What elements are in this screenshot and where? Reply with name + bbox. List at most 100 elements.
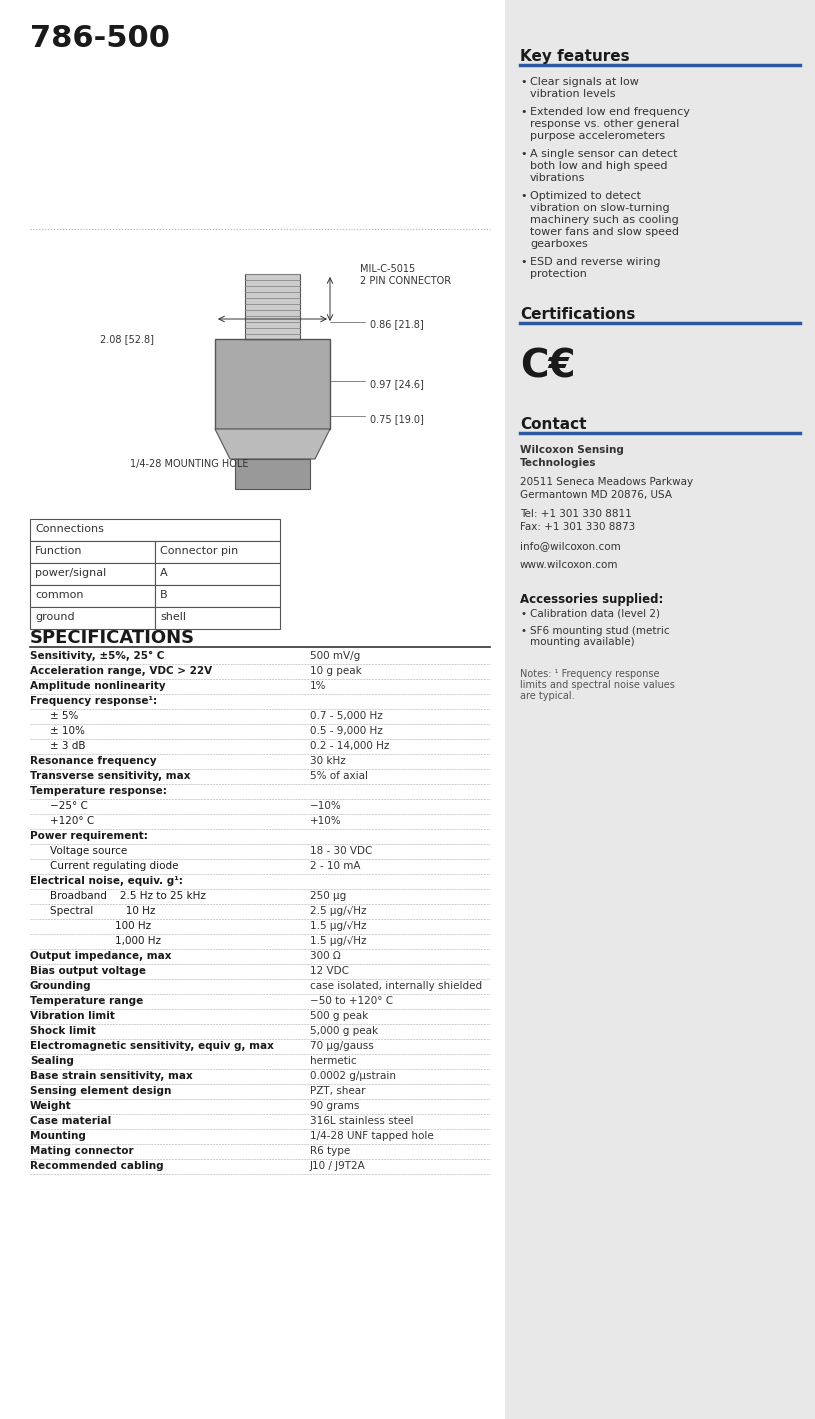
Text: Resonance frequency: Resonance frequency [30, 756, 156, 766]
Text: Electrical noise, equiv. g¹:: Electrical noise, equiv. g¹: [30, 876, 183, 885]
Text: Bias output voltage: Bias output voltage [30, 966, 146, 976]
Text: Wilcoxon Sensing: Wilcoxon Sensing [520, 446, 623, 455]
Text: •: • [520, 149, 526, 159]
Text: Transverse sensitivity, max: Transverse sensitivity, max [30, 771, 191, 780]
Text: common: common [35, 590, 83, 600]
Text: •: • [520, 609, 526, 619]
Text: power/signal: power/signal [35, 568, 106, 578]
Text: •: • [520, 626, 526, 636]
Text: −10%: −10% [310, 800, 341, 812]
Text: Electromagnetic sensitivity, equiv g, max: Electromagnetic sensitivity, equiv g, ma… [30, 1042, 274, 1051]
Bar [30, 519, 280, 541]
Text: A: A [160, 568, 168, 578]
Text: 20511 Seneca Meadows Parkway: 20511 Seneca Meadows Parkway [520, 477, 693, 487]
Text: Grounding: Grounding [30, 981, 91, 990]
Text: Mounting: Mounting [30, 1131, 86, 1141]
Text: +120° C: +120° C [50, 816, 95, 826]
Text: machinery such as cooling: machinery such as cooling [530, 216, 679, 226]
Text: 90 grams: 90 grams [310, 1101, 359, 1111]
Text: purpose accelerometers: purpose accelerometers [530, 131, 665, 140]
Text: C€: C€ [520, 348, 575, 385]
Text: 316L stainless steel: 316L stainless steel [310, 1115, 413, 1127]
Text: 1.5 µg/√Hz: 1.5 µg/√Hz [310, 937, 367, 946]
Text: 1.5 µg/√Hz: 1.5 µg/√Hz [310, 921, 367, 931]
Text: limits and spectral noise values: limits and spectral noise values [520, 680, 675, 690]
Text: Broadband    2.5 Hz to 25 kHz: Broadband 2.5 Hz to 25 kHz [50, 891, 206, 901]
Text: www.wilcoxon.com: www.wilcoxon.com [520, 561, 619, 570]
Text: 0.5 - 9,000 Hz: 0.5 - 9,000 Hz [310, 727, 383, 736]
Text: Connections: Connections [35, 524, 104, 534]
Text: 18 - 30 VDC: 18 - 30 VDC [310, 846, 372, 856]
Text: 1%: 1% [310, 681, 327, 691]
Text: Calibration data (level 2): Calibration data (level 2) [530, 609, 660, 619]
Text: Sensing element design: Sensing element design [30, 1086, 171, 1095]
Text: 10 g peak: 10 g peak [310, 666, 362, 675]
Bar [235, 458, 310, 490]
Text: Optimized to detect: Optimized to detect [530, 192, 641, 201]
Text: MIL-C-5015: MIL-C-5015 [360, 264, 416, 274]
Text: protection: protection [530, 270, 587, 280]
Bar [30, 607, 155, 629]
Text: Fax: +1 301 330 8873: Fax: +1 301 330 8873 [520, 522, 635, 532]
Text: 500 mV/g: 500 mV/g [310, 651, 360, 661]
Text: 2.5 µg/√Hz: 2.5 µg/√Hz [310, 905, 367, 917]
Text: Contact: Contact [520, 417, 587, 431]
Text: mounting available): mounting available) [530, 637, 635, 647]
Text: 0.86 [21.8]: 0.86 [21.8] [370, 319, 424, 329]
Text: A single sensor can detect: A single sensor can detect [530, 149, 677, 159]
Text: Mating connector: Mating connector [30, 1147, 134, 1156]
Text: Amplitude nonlinearity: Amplitude nonlinearity [30, 681, 165, 691]
Text: 5% of axial: 5% of axial [310, 771, 368, 780]
Text: Certifications: Certifications [520, 307, 636, 322]
Text: 2 - 10 mA: 2 - 10 mA [310, 861, 360, 871]
Text: hermetic: hermetic [310, 1056, 357, 1066]
Bar [155, 541, 280, 563]
Text: ESD and reverse wiring: ESD and reverse wiring [530, 257, 660, 267]
Text: Extended low end frequency: Extended low end frequency [530, 106, 690, 116]
Text: Temperature response:: Temperature response: [30, 786, 167, 796]
Text: Shock limit: Shock limit [30, 1026, 95, 1036]
Text: Germantown MD 20876, USA: Germantown MD 20876, USA [520, 490, 672, 499]
Bar [30, 541, 155, 563]
Text: Sensitivity, ±5%, 25° C: Sensitivity, ±5%, 25° C [30, 651, 165, 661]
Text: 12 VDC: 12 VDC [310, 966, 349, 976]
Text: 1,000 Hz: 1,000 Hz [50, 937, 161, 946]
Text: R6 type: R6 type [310, 1147, 350, 1156]
Text: 5,000 g peak: 5,000 g peak [310, 1026, 378, 1036]
Text: Key features: Key features [520, 50, 630, 64]
Text: both low and high speed: both low and high speed [530, 160, 667, 172]
Bar [155, 585, 280, 607]
Text: Acceleration range, VDC > 22V: Acceleration range, VDC > 22V [30, 666, 212, 675]
Text: +10%: +10% [310, 816, 341, 826]
Text: Base strain sensitivity, max: Base strain sensitivity, max [30, 1071, 193, 1081]
Text: Vibration limit: Vibration limit [30, 1010, 115, 1022]
Text: −50 to +120° C: −50 to +120° C [310, 996, 393, 1006]
Bar [30, 563, 155, 585]
FancyBboxPatch shape [505, 0, 815, 1419]
Text: Technologies: Technologies [520, 458, 597, 468]
Text: SF6 mounting stud (metric: SF6 mounting stud (metric [530, 626, 670, 636]
Text: •: • [520, 192, 526, 201]
Text: Accessories supplied:: Accessories supplied: [520, 593, 663, 606]
Text: 1/4-28 UNF tapped hole: 1/4-28 UNF tapped hole [310, 1131, 434, 1141]
Text: •: • [520, 77, 526, 87]
Bar [155, 563, 280, 585]
Text: 0.7 - 5,000 Hz: 0.7 - 5,000 Hz [310, 711, 383, 721]
Text: Temperature range: Temperature range [30, 996, 143, 1006]
Text: 300 Ω: 300 Ω [310, 951, 341, 961]
Text: Recommended cabling: Recommended cabling [30, 1161, 164, 1171]
Text: −25° C: −25° C [50, 800, 88, 812]
Text: Notes: ¹ Frequency response: Notes: ¹ Frequency response [520, 668, 659, 680]
Text: 100 Hz: 100 Hz [50, 921, 151, 931]
Text: Function: Function [35, 546, 82, 556]
Text: gearboxes: gearboxes [530, 238, 588, 248]
Bar [30, 585, 155, 607]
Bar [245, 274, 300, 339]
Text: Voltage source: Voltage source [50, 846, 127, 856]
Text: •: • [520, 106, 526, 116]
Text: ± 3 dB: ± 3 dB [50, 741, 86, 751]
Text: tower fans and slow speed: tower fans and slow speed [530, 227, 679, 237]
Text: vibrations: vibrations [530, 173, 585, 183]
Text: 30 kHz: 30 kHz [310, 756, 346, 766]
Text: 1/4-28 MOUNTING HOLE: 1/4-28 MOUNTING HOLE [130, 458, 249, 470]
